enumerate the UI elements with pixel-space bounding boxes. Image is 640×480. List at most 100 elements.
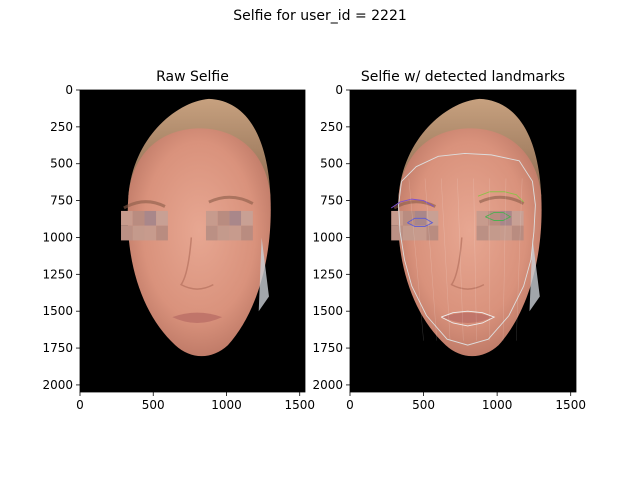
pixel-block [144,225,157,241]
x-tick-label: 0 [76,398,84,412]
x-tick-label: 500 [142,398,165,412]
mesh-line [473,178,477,341]
pixel-block [121,225,133,241]
pixel-block [391,225,403,241]
y-tick-label: 2000 [312,378,343,392]
face-image [391,98,542,357]
pixel-block [488,210,501,226]
axes-frame [349,89,577,393]
background-patch [258,237,269,312]
mesh-line [424,178,438,341]
raw-selfie-axes: 0 500 1000 1500 0 250 500 750 1000 1250 1500 1750 20… [42,83,315,412]
landmark-left-eyebrow [390,198,435,209]
landmark-mouth [441,310,496,327]
y-tick-label: 0 [335,83,343,97]
landmark-panel: Selfie w/ detected landmarks 0 500 1000 150… [312,69,586,412]
eyebrow-right [208,195,254,205]
pixel-block [229,225,242,241]
pixel-block [511,225,524,241]
pixel-block [414,225,427,241]
pixel-block [205,210,218,226]
nose [179,237,214,290]
eyebrow-left [123,200,166,210]
x-tick-label: 500 [412,398,435,412]
axes-frame [79,89,306,393]
mesh-line [516,178,523,341]
pixel-block [500,210,512,226]
pixel-block [402,210,415,226]
landmark-right-eyebrow [477,191,524,203]
pixel-block [241,225,253,241]
mesh-line [457,178,464,341]
pixel-block [205,225,218,241]
y-tick-label: 750 [50,194,73,208]
pixel-block [511,210,524,226]
landmark-face-contour [398,152,536,346]
y-tick-label: 250 [320,120,343,134]
mesh-line [408,178,424,341]
pixel-block [426,225,439,241]
x-tick-label: 0 [346,398,354,412]
raw-selfie-panel: Raw Selfie 0 500 1000 1500 0 250 500 750 1000 125… [42,69,315,412]
raw-selfie-title: Raw Selfie [156,69,229,85]
pixel-block [402,225,415,241]
pixel-block [217,210,230,226]
eyebrow-right [478,195,525,205]
face-skin [397,128,542,357]
pixel-block [156,210,168,226]
pixel-block [488,225,501,241]
lips [442,312,493,323]
pixel-block [217,225,230,241]
pixel-block [156,225,168,241]
face-skin [127,128,271,357]
x-tick-label: 1000 [482,398,513,412]
pixel-block [144,210,157,226]
lips [172,312,223,323]
y-tick-label: 1750 [42,341,73,355]
pixel-block [476,210,489,226]
pixel-block [132,225,145,241]
nose [450,237,485,290]
pixel-block [426,210,439,226]
background-patch [529,237,540,312]
landmark-left-eye [407,217,434,227]
pixel-block [476,225,489,241]
landmark-overlay [390,152,536,346]
y-tick-label: 500 [320,157,343,171]
pixel-block [229,210,242,226]
y-tick-label: 1500 [42,304,73,318]
landmark-mesh [408,178,523,341]
blurred-left-eye [121,210,168,241]
y-tick-label: 0 [65,83,73,97]
blurred-left-eye [391,210,439,241]
y-tick-label: 2000 [42,378,73,392]
y-tick-label: 250 [50,120,73,134]
landmark-panel-title: Selfie w/ detected landmarks [361,69,565,85]
face-image [121,98,271,357]
blurred-right-eye [205,210,253,241]
figure-suptitle: Selfie for user_id = 2221 [233,8,407,24]
y-tick-label: 1500 [312,304,343,318]
y-tick-label: 1250 [42,267,73,281]
pixel-block [132,210,145,226]
blurred-right-eye [476,210,524,241]
y-tick-label: 1250 [312,267,343,281]
y-tick-label: 1000 [312,230,343,244]
pixel-block [241,210,253,226]
y-tick-label: 500 [50,157,73,171]
mesh-line [441,178,451,341]
x-tick-label: 1500 [284,398,315,412]
pixel-block [391,210,403,226]
y-tick-label: 750 [320,194,343,208]
pixel-block [500,225,512,241]
y-tick-label: 1750 [312,341,343,355]
pixel-block [121,210,133,226]
x-tick-label: 1500 [555,398,586,412]
x-tick-label: 1000 [211,398,242,412]
y-tick-label: 1000 [42,230,73,244]
landmark-right-eye [485,211,512,221]
landmark-panel-axes: 0 500 1000 1500 0 250 500 750 1000 1250 1500 1750 20… [312,83,586,412]
mesh-line [502,178,507,341]
